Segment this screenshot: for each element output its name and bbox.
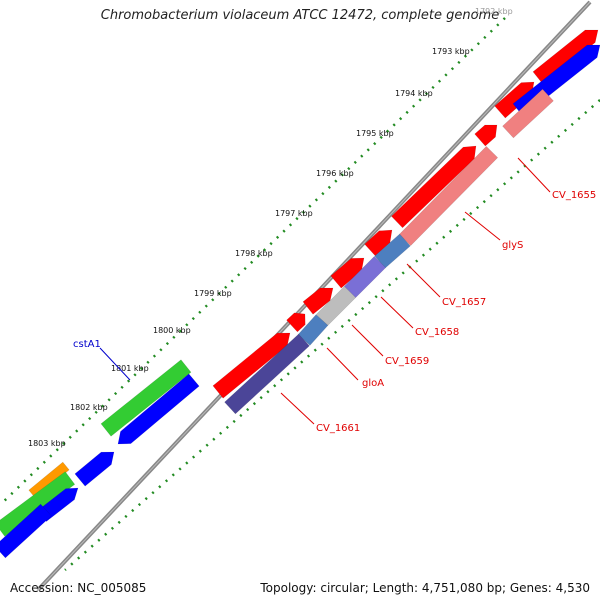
- gene-label-leader: [351, 324, 384, 357]
- cog-feature[interactable]: [315, 285, 357, 327]
- tick-label: 1803 kbp: [28, 439, 66, 448]
- summary-text: Topology: circular; Length: 4,751,080 bp…: [260, 581, 590, 595]
- inner-ruler-dots: [64, 99, 600, 571]
- cds-feature[interactable]: [532, 24, 600, 85]
- map-title: Chromobacterium violaceum ATCC 12472, co…: [100, 8, 500, 23]
- tick-label: 1799 kbp: [194, 289, 232, 298]
- gene-label-leader: [464, 211, 501, 241]
- gene-label[interactable]: CV_1658: [415, 327, 459, 338]
- tick-label: 1796 kbp: [316, 169, 354, 178]
- gene-label-leader: [280, 392, 315, 425]
- feature-tracks: [0, 24, 600, 559]
- gene-label[interactable]: CV_1657: [442, 297, 486, 308]
- cds-feature[interactable]: [330, 252, 369, 289]
- cog-feature[interactable]: [502, 88, 554, 139]
- tick-label: 1802 kbp: [70, 403, 108, 412]
- gene-feature[interactable]: [0, 503, 52, 559]
- gene-label[interactable]: gloA: [362, 378, 384, 389]
- cds-feature[interactable]: [474, 119, 503, 147]
- gene-feature-green[interactable]: [100, 359, 192, 437]
- cog-feature[interactable]: [224, 333, 310, 415]
- gene-label[interactable]: glyS: [502, 240, 523, 251]
- tick-label: 1800 kbp: [153, 326, 191, 335]
- tick-label: 1792 kbp: [475, 7, 513, 16]
- gene-label[interactable]: CV_1661: [316, 423, 360, 434]
- gene-label[interactable]: CV_1659: [385, 356, 429, 367]
- gene-label-leader: [406, 263, 441, 298]
- tick-label: 1793 kbp: [432, 47, 470, 56]
- accession-text: Accession: NC_005085: [10, 581, 147, 595]
- gene-label-leader: [99, 347, 131, 381]
- gene-label-leader: [326, 347, 359, 381]
- tick-label: 1798 kbp: [235, 249, 273, 258]
- cog-feature[interactable]: [343, 255, 387, 299]
- cds-feature[interactable]: [302, 282, 338, 315]
- tick-label: 1795 kbp: [356, 129, 394, 138]
- tick-label: 1794 kbp: [395, 89, 433, 98]
- cog-feature[interactable]: [374, 233, 411, 269]
- gene-label[interactable]: CV_1655: [552, 190, 596, 201]
- cds-feature[interactable]: [364, 224, 398, 257]
- gene-label[interactable]: cstA1: [73, 339, 101, 350]
- cds-feature[interactable]: [212, 327, 295, 399]
- gene-label-leader: [380, 296, 414, 329]
- tick-labels: 1792 kbp 1793 kbp 1794 kbp 1795 kbp 1796 kbp…: [28, 7, 513, 448]
- cds-feature[interactable]: [286, 308, 311, 333]
- gene-feature[interactable]: [113, 373, 200, 450]
- cds-feature[interactable]: [391, 140, 481, 229]
- tick-label: 1797 kbp: [275, 209, 313, 218]
- tick-label: 1801 kbp: [111, 364, 149, 373]
- gene-feature[interactable]: [74, 446, 119, 487]
- gene-label-leader: [517, 157, 551, 193]
